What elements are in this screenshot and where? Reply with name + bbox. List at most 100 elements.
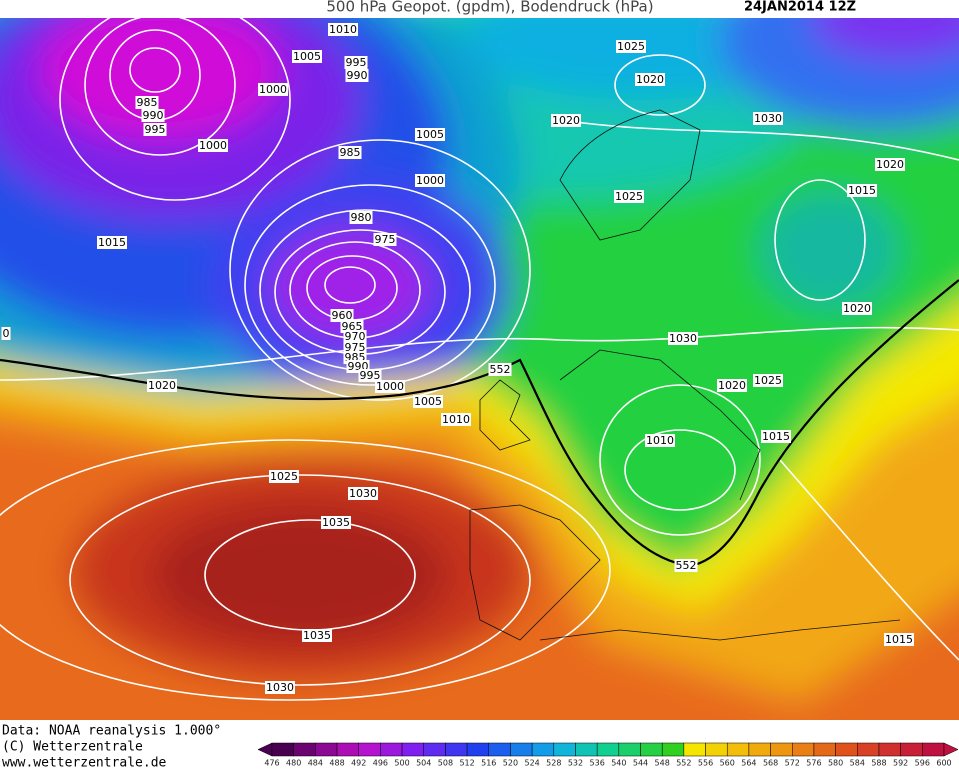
- colorbar-swatch: [922, 742, 945, 757]
- label-background: [345, 69, 369, 82]
- label-background: [343, 330, 367, 343]
- label-background: [415, 128, 445, 141]
- isobar-label: 975: [375, 233, 396, 246]
- isobar-label: 552: [676, 559, 697, 572]
- label-background: [1, 327, 11, 340]
- colorbar-swatch: [661, 742, 685, 757]
- label-background: [302, 629, 332, 642]
- label-background: [321, 516, 351, 529]
- label-background: [343, 341, 367, 354]
- isobar-label: 1030: [754, 112, 782, 125]
- label-background: [344, 56, 368, 69]
- label-background: [645, 434, 675, 447]
- colorbar-tick-label: 576: [806, 759, 821, 768]
- isobar-label: 1000: [259, 83, 287, 96]
- footer-line: (C) Wetterzentrale: [2, 740, 143, 755]
- label-background: [761, 430, 791, 443]
- label-background: [441, 413, 471, 426]
- colorbar-tick-label: 496: [373, 759, 388, 768]
- colorbar-swatch: [315, 742, 338, 757]
- isobar-label: 552: [490, 363, 511, 376]
- isobar-label: 1000: [416, 174, 444, 187]
- colorbar-tick-label: 532: [568, 759, 583, 768]
- colorbar-tick-label: 544: [633, 759, 648, 768]
- label-background: [348, 487, 378, 500]
- map-date: 24JAN2014 12Z: [744, 0, 856, 15]
- colorbar-tick-label: 516: [481, 759, 496, 768]
- label-background: [135, 96, 159, 109]
- isobar-label: 970: [345, 330, 366, 343]
- colorbar-tick-label: 596: [915, 759, 930, 768]
- isobar-label: 1005: [414, 395, 442, 408]
- isobar-label: 1015: [848, 184, 876, 197]
- colorbar-tick-label: 504: [416, 759, 431, 768]
- colorbar-swatch: [900, 742, 923, 757]
- colorbar-swatch: [401, 742, 424, 757]
- colorbar-swatch: [271, 742, 294, 757]
- isobar-label: 1030: [349, 487, 377, 500]
- isobar-label: 980: [351, 211, 372, 224]
- colorbar-tick-label: 560: [720, 759, 735, 768]
- colorbar-tick-label: 564: [741, 759, 756, 768]
- isobar-label: 1015: [762, 430, 790, 443]
- isobar-label: 990: [347, 69, 368, 82]
- colorbar-tick-label: 592: [893, 759, 908, 768]
- colorbar-swatch: [336, 742, 359, 757]
- label-background: [143, 123, 167, 136]
- isobar-label: 1030: [669, 332, 697, 345]
- colorbar-tick-label: 524: [524, 759, 539, 768]
- isobar-label: 1025: [270, 470, 298, 483]
- isobar-label: 1020: [148, 379, 176, 392]
- label-background: [328, 23, 358, 36]
- label-background: [198, 139, 228, 152]
- colorbar-tick-label: 520: [503, 759, 518, 768]
- isobar-label: 1020: [843, 302, 871, 315]
- colorbar-swatch: [531, 742, 555, 757]
- isobar-label: 1015: [885, 633, 913, 646]
- isobar-label: 965: [342, 320, 363, 333]
- isobar-label: 1000: [199, 139, 227, 152]
- colorbar-tick-label: 580: [828, 759, 843, 768]
- isobar-label: 960: [332, 309, 353, 322]
- colorbar-swatch: [770, 742, 793, 757]
- label-background: [847, 184, 877, 197]
- label-background: [292, 50, 322, 63]
- label-background: [375, 380, 405, 393]
- colorbar-tick-label: 588: [871, 759, 886, 768]
- isobar-label: 1010: [329, 23, 357, 36]
- isobar-label: 995: [346, 56, 367, 69]
- colorbar-swatch: [683, 742, 706, 757]
- colorbar-swatch: [857, 742, 880, 757]
- isobar-label: 1010: [442, 413, 470, 426]
- colorbar-swatch: [640, 742, 663, 757]
- colorbar-swatch: [726, 742, 750, 757]
- label-background: [488, 363, 512, 376]
- colorbar-tick-label: 484: [308, 759, 323, 768]
- map-title: 500 hPa Geopot. (gpdm), Bodendruck (hPa): [326, 0, 653, 16]
- isobar-label: 975: [345, 341, 366, 354]
- colorbar-swatch: [835, 742, 858, 757]
- label-background: [842, 302, 872, 315]
- isobar-label: 1035: [303, 629, 331, 642]
- colorbar-swatch: [358, 742, 381, 757]
- contour-552: [0, 279, 959, 568]
- label-background: [668, 332, 698, 345]
- colorbar-tick-label: 488: [329, 759, 344, 768]
- label-background: [717, 379, 747, 392]
- colorbar-tick-label: 480: [286, 759, 301, 768]
- colorbar-swatch: [380, 742, 403, 757]
- colorbar-tick-label: 492: [351, 759, 366, 768]
- isobar-label: 1020: [636, 73, 664, 86]
- colorbar-tick-label: 600: [936, 759, 951, 768]
- label-background: [413, 395, 443, 408]
- colorbar-swatch: [575, 742, 598, 757]
- colorbar-tick-label: 552: [676, 759, 691, 768]
- isobar-label: 995: [360, 369, 381, 382]
- isobar-label: 1035: [322, 516, 350, 529]
- label-background: [338, 146, 362, 159]
- isobar-label: 1000: [376, 380, 404, 393]
